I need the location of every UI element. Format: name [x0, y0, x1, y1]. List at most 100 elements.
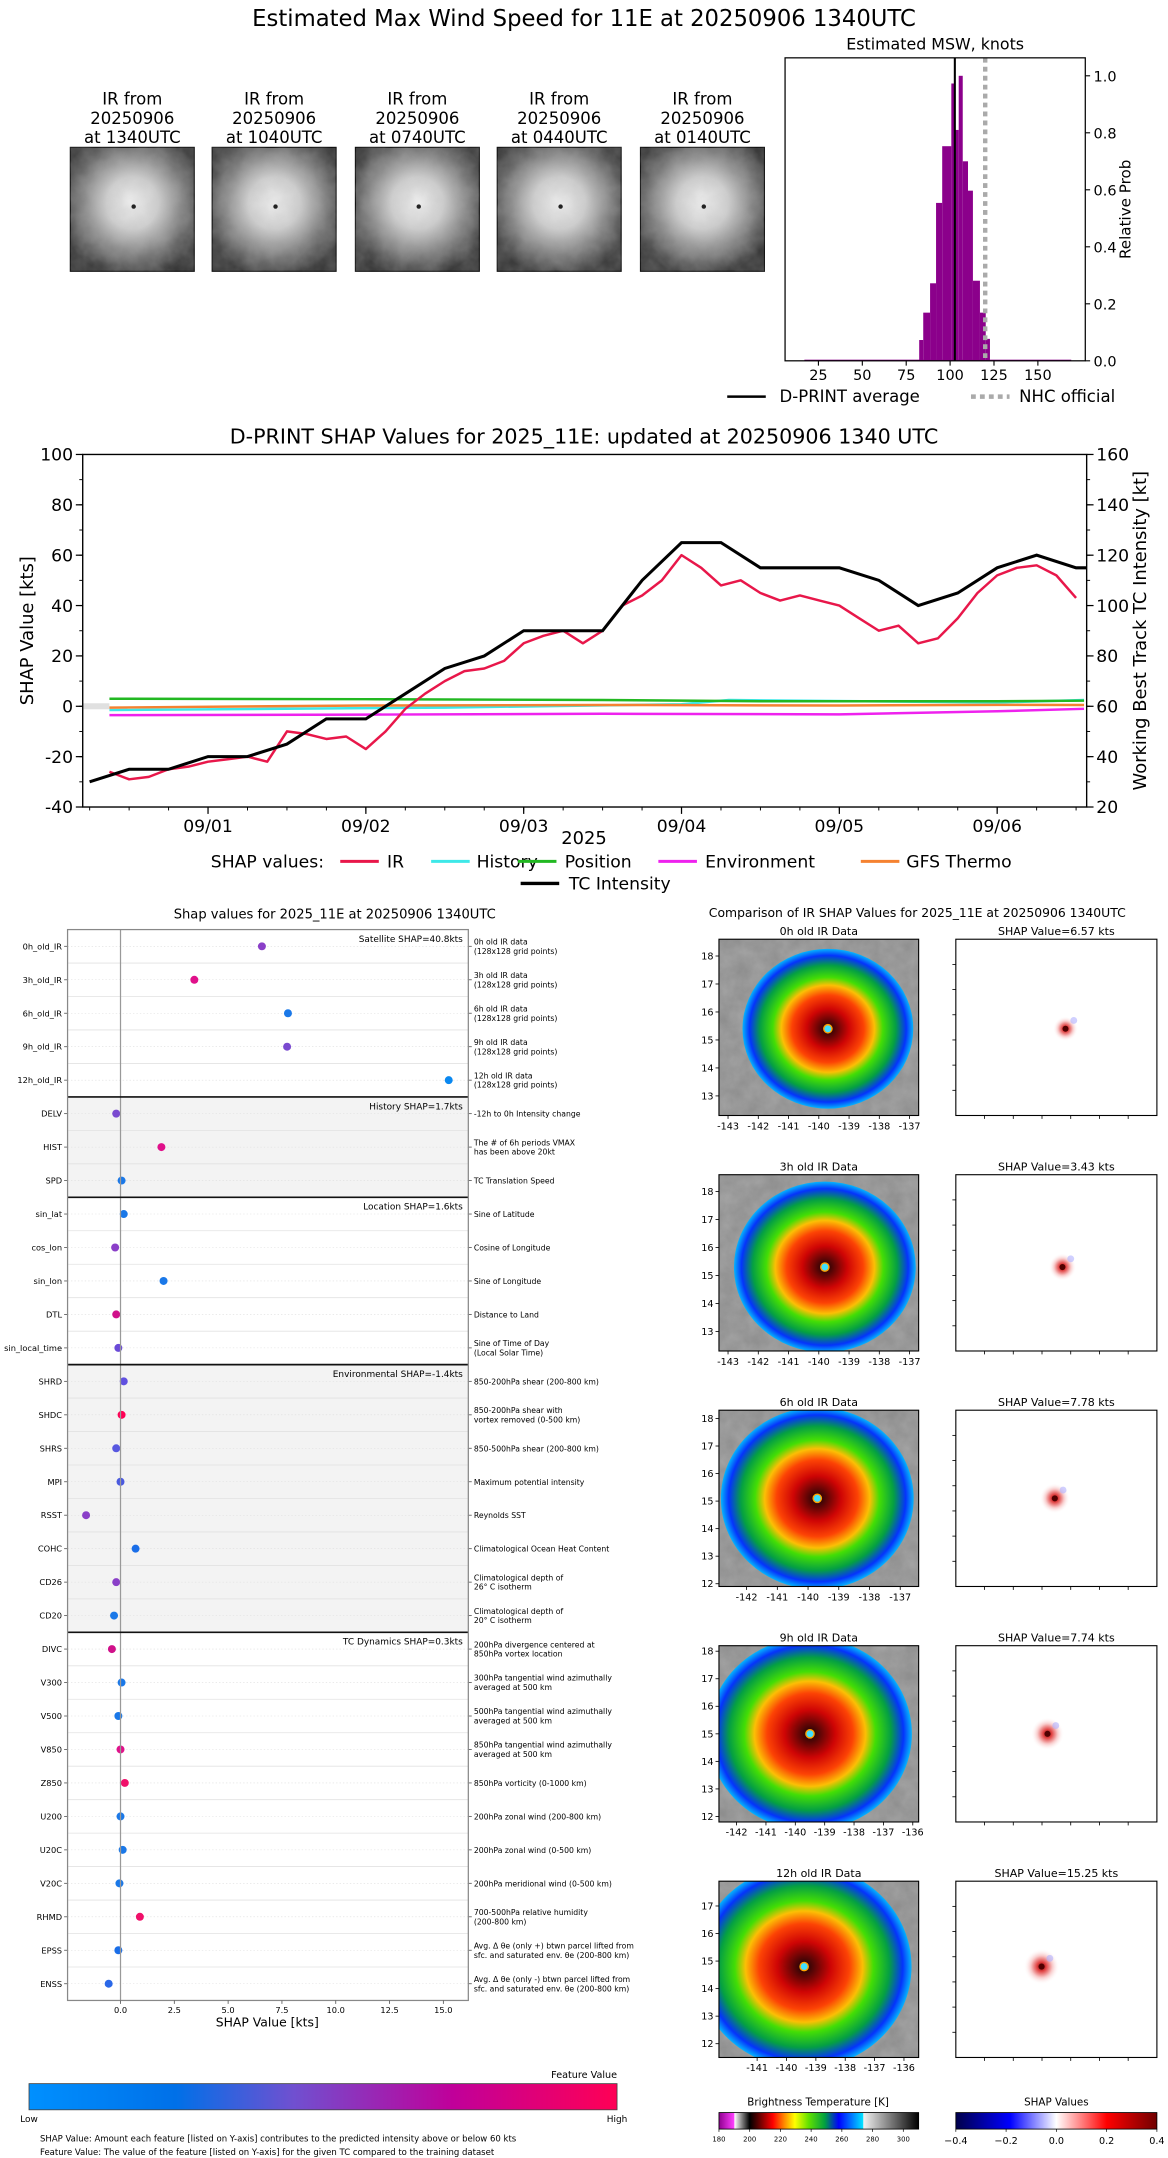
histogram-frame	[784, 57, 1086, 362]
feature-label: HIST	[43, 1142, 63, 1152]
group-shap-label: Environmental SHAP=-1.4kts	[333, 1370, 463, 1380]
feature-shap-point	[119, 1377, 128, 1386]
x-tick-label: -137	[899, 1357, 921, 1368]
feature-label: RSST	[41, 1510, 63, 1520]
cloud-texture	[497, 147, 622, 272]
feature-shap-point	[107, 1645, 116, 1654]
y-tick-label: 20	[51, 647, 73, 667]
series-line-environment	[109, 707, 1085, 717]
x-tick-label: -142	[747, 1121, 769, 1132]
comparison-row: 0h old IR Data SHAP Value=6.57 kts -143 -14…	[701, 925, 1158, 1132]
x-tick-label: 09/03	[499, 817, 549, 837]
feature-description: -12h to 0h Intensity change	[474, 1110, 581, 1119]
feature-description: TC Translation Speed	[473, 1177, 555, 1186]
feature-label: Z850	[41, 1778, 62, 1788]
y-axis-label: SHAP Value [kts]	[17, 556, 38, 705]
feature-description: 200hPa zonal wind (0-500 km)	[474, 1846, 591, 1855]
thumbnail-title-line: IR from	[244, 90, 304, 109]
ir-map-frame	[718, 1880, 920, 2059]
brightness-temperature-colorbar: Brightness Temperature [K] 180 200 220 240 26…	[712, 2097, 920, 2143]
y-tick-label: 80	[51, 496, 73, 516]
x-tick-label: -137	[864, 2063, 886, 2074]
thumbnail-title-line: 20250906	[660, 109, 744, 128]
y-tick-label: 16	[701, 1929, 713, 1940]
legend-label: GFS Thermo	[906, 853, 1011, 873]
x-tick-label: 09/01	[183, 817, 233, 837]
x-axis-label: SHAP Value [kts]	[216, 2015, 319, 2030]
thumbnail-title-line: at 0140UTC	[654, 128, 751, 147]
storm-eye	[812, 1493, 823, 1504]
feature-shap-point	[111, 1243, 120, 1252]
feature-description: 12h old IR data	[474, 1071, 533, 1080]
feature-shap-point	[157, 1143, 166, 1152]
feature-description: Climatological depth of	[474, 1607, 564, 1616]
feature-description: vortex removed (0-500 km)	[474, 1415, 580, 1424]
x-tick-label: -140	[784, 1828, 806, 1839]
thumbnail-title-line: IR from	[387, 90, 447, 109]
colorbar-title: Brightness Temperature [K]	[747, 2097, 889, 2109]
shap-core	[1044, 1730, 1051, 1737]
feature-label: V300	[41, 1678, 62, 1688]
colorbar-tick-label: 280	[866, 2135, 879, 2143]
feature-description: 200hPa meridional wind (0-500 km)	[474, 1879, 612, 1888]
timeseries-legend: SHAP values: IR History Position Environment…	[211, 853, 1012, 895]
feature-description: 300hPa tangential wind azimuthally	[474, 1674, 613, 1683]
feature-label: 0h_old_IR	[23, 941, 63, 951]
shap-map	[955, 1881, 1157, 2058]
note-text: SHAP Value: Amount each feature [listed …	[40, 2134, 517, 2144]
legend-dprint-label: D-PRINT average	[780, 387, 920, 406]
histogram-legend: D-PRINT average NHC official	[727, 387, 1115, 406]
colorbar-gradient	[28, 2083, 618, 2111]
y-tick-label: 15	[701, 1497, 713, 1508]
x-tick-label: -141	[755, 1828, 777, 1839]
x-tick-label: -140	[808, 1357, 830, 1368]
timeseries-title: D-PRINT SHAP Values for 2025_11E: update…	[230, 424, 939, 449]
y-tick-label-right: 60	[1096, 697, 1118, 717]
y-tick-label: 18	[701, 1187, 713, 1198]
feature-shap-point	[112, 1310, 121, 1319]
shap-negative-spot	[1046, 1954, 1054, 1962]
thumbnail-title-line: 20250906	[90, 109, 174, 128]
y-tick-label: 0.0	[1094, 354, 1117, 370]
feature-description: The # of 6h periods VMAX	[473, 1138, 576, 1147]
colorbar-tick-label: 180	[712, 2135, 725, 2143]
shap-map-title: SHAP Value=3.43 kts	[998, 1161, 1115, 1174]
shap-map-frame	[955, 1174, 1158, 1352]
feature-shap-point	[283, 1009, 292, 1018]
y-tick-label: 0.4	[1094, 240, 1117, 256]
y-tick-label: 13	[701, 1091, 713, 1102]
feature-shap-point	[135, 1912, 144, 1921]
shap-timeseries-chart: D-PRINT SHAP Values for 2025_11E: update…	[17, 424, 1151, 849]
feature-shap-chart: Shap values for 2025_11E at 20250906 134…	[4, 908, 634, 2158]
y-tick-label: 17	[701, 1441, 713, 1452]
histogram-bar	[942, 146, 952, 361]
legend-title: SHAP values:	[211, 853, 324, 873]
thumbnail-title-line: IR from	[672, 90, 732, 109]
feature-shap-point	[117, 1678, 126, 1687]
feature-description: (Local Solar Time)	[474, 1348, 543, 1357]
msw-histogram: Estimated MSW, knots 25 50 75 100 125 150 0.0 0.…	[784, 35, 1135, 384]
feature-label: U20C	[40, 1845, 63, 1855]
y-tick-label: 0.2	[1094, 297, 1117, 313]
colorbar-tick-label: 220	[774, 2135, 787, 2143]
feature-description: 700-500hPa relative humidity	[474, 1908, 588, 1917]
x-tick-label: -138	[859, 1592, 881, 1603]
x-tick-label: 09/04	[657, 817, 707, 837]
x-tick-label: -136	[902, 1828, 924, 1839]
x-tick-label: -138	[834, 2063, 856, 2074]
feature-shap-point	[115, 1879, 124, 1888]
y-tick-label: 16	[701, 1702, 713, 1713]
storm-eye	[823, 1023, 833, 1034]
x-tick-label: 09/05	[815, 817, 865, 837]
cloud-texture	[70, 147, 195, 272]
feature-shap-point	[104, 1979, 113, 1988]
feature-label: COHC	[38, 1544, 62, 1554]
y-tick-label-right: 100	[1096, 597, 1129, 617]
feature-description: averaged at 500 km	[474, 1683, 552, 1692]
x-tick-label: 09/02	[341, 817, 391, 837]
shap-negative-spot	[1059, 1486, 1067, 1494]
feature-shap-point	[118, 1845, 127, 1854]
